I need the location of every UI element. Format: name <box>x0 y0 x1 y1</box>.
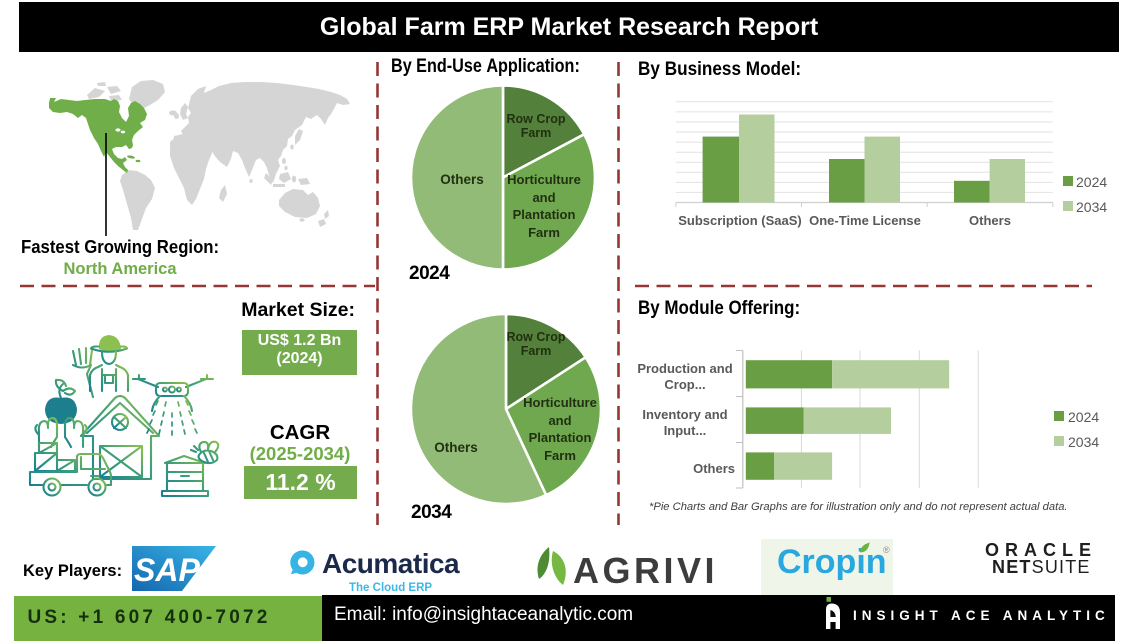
svg-text:SAP: SAP <box>134 552 200 588</box>
